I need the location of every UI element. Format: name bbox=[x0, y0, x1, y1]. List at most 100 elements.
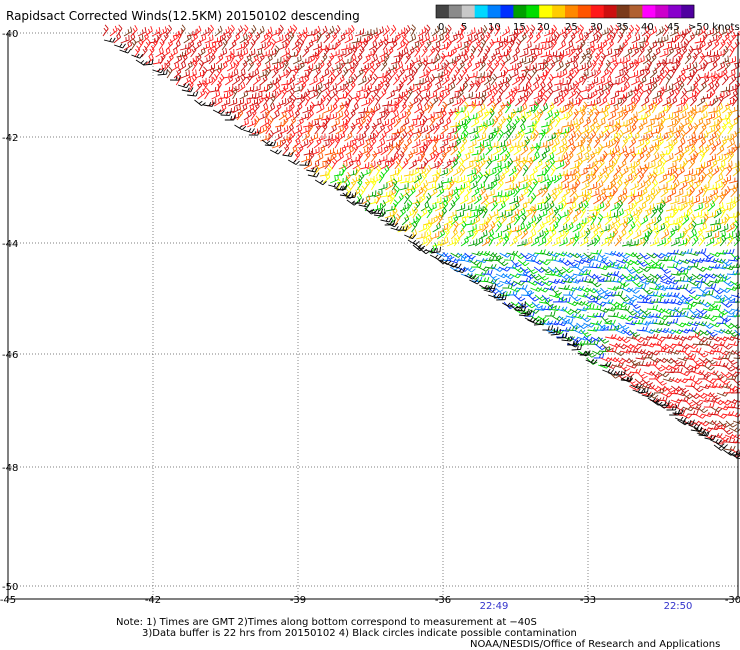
wind-barb bbox=[399, 74, 408, 86]
wind-barb bbox=[646, 59, 652, 72]
wind-barb bbox=[189, 73, 197, 86]
wind-barb bbox=[677, 220, 683, 233]
wind-barb bbox=[471, 61, 481, 72]
wind-barb bbox=[407, 175, 417, 184]
wind-barb bbox=[629, 301, 641, 309]
wind-barb bbox=[642, 313, 655, 319]
wind-barb bbox=[469, 155, 479, 163]
wind-barb bbox=[366, 190, 377, 198]
wind-barb bbox=[651, 178, 658, 191]
wind-barb bbox=[646, 252, 659, 259]
wind-barb bbox=[715, 31, 723, 44]
wind-barb bbox=[663, 57, 674, 65]
wind-barb bbox=[723, 186, 731, 198]
wind-barb bbox=[631, 76, 640, 86]
wind-barb bbox=[511, 75, 521, 86]
wind-barb bbox=[496, 80, 504, 93]
wind-barb bbox=[665, 73, 672, 86]
wind-barb bbox=[516, 56, 527, 65]
wind-barb bbox=[336, 74, 345, 86]
wind-barb bbox=[546, 73, 554, 86]
wind-barb bbox=[186, 39, 195, 51]
wind-barb bbox=[657, 343, 670, 351]
colorbar-swatch bbox=[590, 5, 604, 18]
wind-barb bbox=[183, 47, 192, 58]
wind-barb bbox=[257, 53, 265, 65]
wind-barb bbox=[534, 187, 543, 198]
wind-barb bbox=[215, 66, 222, 79]
wind-barb bbox=[421, 45, 428, 58]
wind-barb bbox=[628, 70, 639, 79]
wind-barb bbox=[498, 76, 508, 86]
wind-barb bbox=[697, 164, 705, 177]
wind-barb bbox=[670, 196, 680, 205]
wind-barb bbox=[393, 49, 403, 58]
wind-barb bbox=[424, 192, 432, 205]
wind-barb bbox=[247, 59, 254, 72]
wind-barb bbox=[260, 133, 270, 142]
wind-barb bbox=[330, 31, 338, 44]
wind-barb bbox=[672, 153, 682, 163]
wind-barb bbox=[698, 52, 706, 65]
wind-barb bbox=[471, 186, 480, 198]
wind-barb bbox=[163, 59, 171, 72]
wind-barb bbox=[250, 53, 259, 65]
wind-barb bbox=[732, 378, 740, 386]
wind-speed-colorbar: 0 5 10 15 20 25 30 35 40 45 >50 knots bbox=[435, 4, 740, 33]
wind-barb bbox=[622, 150, 630, 163]
wind-barb bbox=[583, 294, 596, 301]
wind-barb bbox=[399, 182, 409, 191]
wind-barb bbox=[703, 402, 715, 408]
wind-barb bbox=[680, 31, 687, 44]
wind-barb bbox=[449, 46, 457, 58]
colorbar-label: 40 bbox=[641, 22, 654, 33]
wind-barb bbox=[370, 122, 377, 135]
wind-barb bbox=[609, 172, 618, 184]
wind-barb bbox=[585, 25, 594, 37]
wind-barb bbox=[350, 73, 358, 86]
wind-barb bbox=[518, 201, 528, 212]
wind-barb bbox=[687, 90, 697, 100]
wind-barb bbox=[495, 287, 507, 295]
wind-barb bbox=[637, 75, 647, 86]
wind-barb bbox=[551, 55, 561, 65]
wind-barb bbox=[603, 32, 612, 44]
wind-barb bbox=[632, 59, 640, 72]
wind-barb bbox=[431, 25, 440, 37]
wind-barb bbox=[170, 75, 181, 81]
wind-barb bbox=[567, 73, 574, 86]
wind-barb bbox=[442, 50, 453, 58]
wind-barb bbox=[341, 57, 352, 65]
wind-barb bbox=[688, 308, 700, 316]
wind-barb bbox=[295, 75, 304, 86]
colorbar-swatch bbox=[603, 5, 617, 18]
wind-barb bbox=[718, 420, 730, 428]
wind-barb bbox=[522, 25, 530, 37]
wind-barb bbox=[256, 25, 265, 37]
wind-barb bbox=[677, 52, 684, 65]
wind-barb bbox=[492, 160, 502, 170]
wind-barb bbox=[719, 67, 728, 79]
wind-barb bbox=[593, 287, 605, 295]
wind-barb bbox=[702, 265, 714, 271]
wind-barb bbox=[533, 32, 541, 44]
wind-barb bbox=[731, 292, 740, 298]
wind-barb bbox=[548, 320, 561, 326]
wind-barb bbox=[730, 144, 738, 156]
wind-barb bbox=[330, 133, 340, 142]
wind-barb bbox=[177, 61, 187, 72]
wind-barb bbox=[228, 39, 237, 51]
wind-barb bbox=[632, 229, 642, 240]
wind-barb bbox=[639, 294, 652, 301]
wind-barb bbox=[479, 229, 488, 240]
wind-barb bbox=[610, 78, 620, 86]
wind-barb bbox=[488, 221, 496, 233]
wind-barb bbox=[601, 210, 611, 219]
wind-barb bbox=[277, 24, 284, 37]
wind-barb bbox=[306, 54, 315, 65]
wind-barb bbox=[490, 73, 498, 86]
wind-barb bbox=[697, 26, 706, 37]
wind-barb bbox=[328, 182, 340, 188]
wind-barb bbox=[264, 53, 273, 65]
wind-barb bbox=[482, 82, 491, 93]
